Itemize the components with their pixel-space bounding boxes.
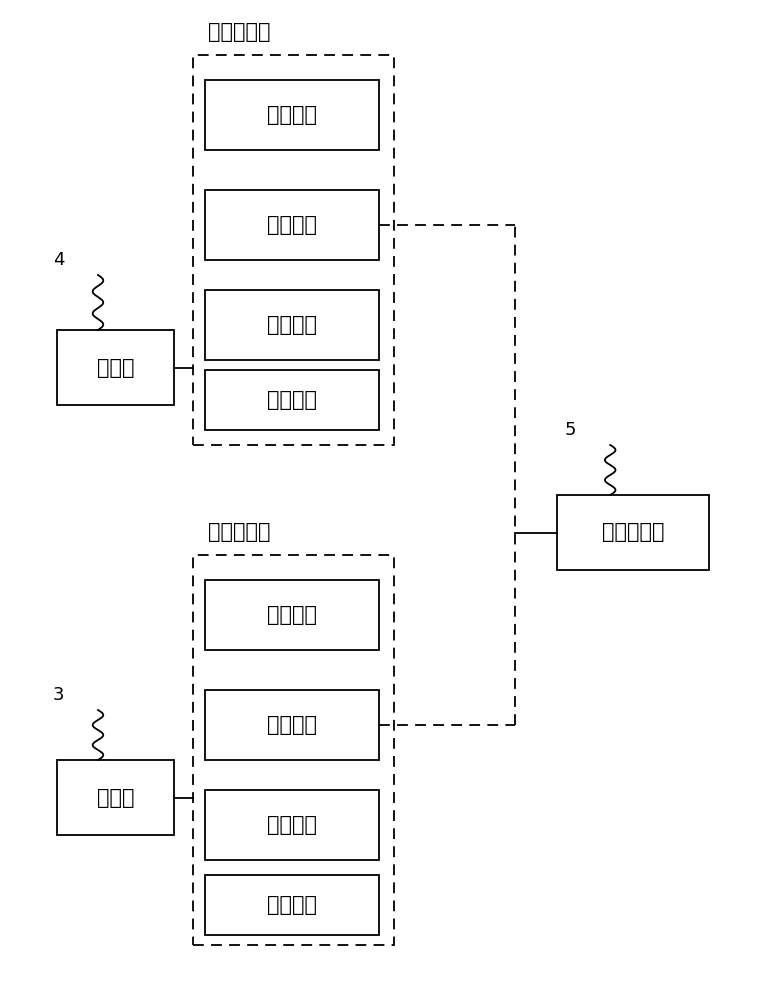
Text: 5: 5: [565, 421, 576, 439]
Bar: [205, 290, 379, 360]
Text: 控制组件: 控制组件: [267, 105, 317, 125]
Bar: [557, 495, 709, 570]
Bar: [205, 790, 379, 860]
Text: 通讯组件: 通讯组件: [267, 215, 317, 235]
Bar: [193, 555, 394, 945]
Bar: [205, 875, 379, 935]
Text: 运动组件: 运动组件: [267, 390, 317, 410]
Text: 二型控制器: 二型控制器: [208, 22, 270, 42]
Text: 控制组件: 控制组件: [267, 605, 317, 625]
Text: 主行车: 主行车: [97, 358, 134, 377]
Bar: [57, 330, 174, 405]
Text: 一型控制器: 一型控制器: [602, 522, 664, 542]
Bar: [205, 690, 379, 760]
Text: 电源组件: 电源组件: [267, 815, 317, 835]
Bar: [193, 55, 394, 445]
Text: 运动组件: 运动组件: [267, 895, 317, 915]
Text: 4: 4: [53, 251, 64, 269]
Text: 通讯组件: 通讯组件: [267, 715, 317, 735]
Text: 二型控制器: 二型控制器: [208, 522, 270, 542]
Text: 3: 3: [53, 686, 64, 704]
Bar: [205, 370, 379, 430]
Bar: [205, 190, 379, 260]
Bar: [205, 580, 379, 650]
Text: 电源组件: 电源组件: [267, 315, 317, 335]
Bar: [57, 760, 174, 835]
Text: 副行车: 副行车: [97, 788, 134, 808]
Bar: [205, 80, 379, 150]
